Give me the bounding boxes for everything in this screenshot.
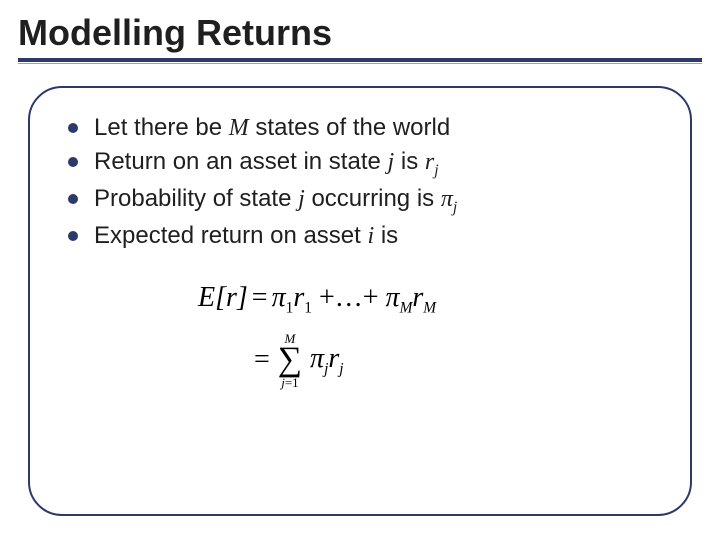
math-var: π: [310, 343, 324, 374]
math-var: j: [298, 186, 305, 212]
bullet-text: Let there be: [94, 114, 229, 141]
bullet-text: Expected return on asset: [94, 222, 368, 249]
math-var: r: [328, 343, 339, 374]
equals-sign: =: [252, 282, 268, 314]
rule-thin: [18, 63, 702, 64]
equals-sign: =: [254, 344, 270, 376]
formula-rhs-expanded: π1r1 +…+ πMrM: [272, 282, 437, 318]
bullet-text: occurring is: [305, 185, 441, 212]
formula-lhs: E[r]: [198, 282, 248, 314]
math-var: π: [441, 186, 453, 212]
bullet-list: Let there be M states of the world Retur…: [58, 112, 662, 252]
math-sub: j: [434, 162, 438, 179]
math-sub: 1: [304, 300, 312, 317]
math-var: r: [425, 149, 434, 175]
math-sub: M: [400, 300, 413, 317]
bullet-text: Return on an asset in state: [94, 148, 388, 175]
content-box: Let there be M states of the world Retur…: [28, 86, 692, 516]
bullet-text: is: [394, 148, 425, 175]
dots: …: [335, 282, 363, 313]
formula-line-2: = M ∑ j=1 πjrj: [198, 332, 662, 389]
bullet-item: Expected return on asset i is: [64, 220, 662, 252]
bullet-text: states of the world: [249, 114, 450, 141]
slide: Modelling Returns Let there be M states …: [0, 0, 720, 540]
math-num: 1: [292, 375, 299, 390]
formula-block: E[r] = π1r1 +…+ πMrM = M ∑ j=1: [58, 282, 662, 388]
math-var: π: [386, 282, 400, 313]
math-sub: j: [339, 360, 343, 377]
plus-sign: +: [363, 282, 379, 313]
math-text: E[r]: [198, 282, 248, 313]
bullet-item: Probability of state j occurring is πj: [64, 183, 662, 218]
bullet-text: Probability of state: [94, 185, 298, 212]
slide-title: Modelling Returns: [18, 12, 702, 54]
sum-lower: j=1: [281, 376, 298, 389]
math-var: M: [229, 115, 249, 141]
math-var: π: [272, 282, 286, 313]
sum-body: πjrj: [310, 343, 344, 379]
plus-sign: +: [319, 282, 335, 313]
math-sub: j: [453, 199, 457, 216]
math-sub: M: [423, 300, 436, 317]
bullet-item: Return on an asset in state j is rj: [64, 146, 662, 181]
rule-thick: [18, 58, 702, 62]
sum-symbol: M ∑ j=1: [278, 332, 302, 389]
math-var: r: [293, 282, 304, 313]
sigma-icon: ∑: [278, 345, 302, 376]
formula-line-1: E[r] = π1r1 +…+ πMrM: [198, 282, 662, 318]
bullet-item: Let there be M states of the world: [64, 112, 662, 144]
math-var: r: [412, 282, 423, 313]
bullet-text: is: [374, 222, 398, 249]
